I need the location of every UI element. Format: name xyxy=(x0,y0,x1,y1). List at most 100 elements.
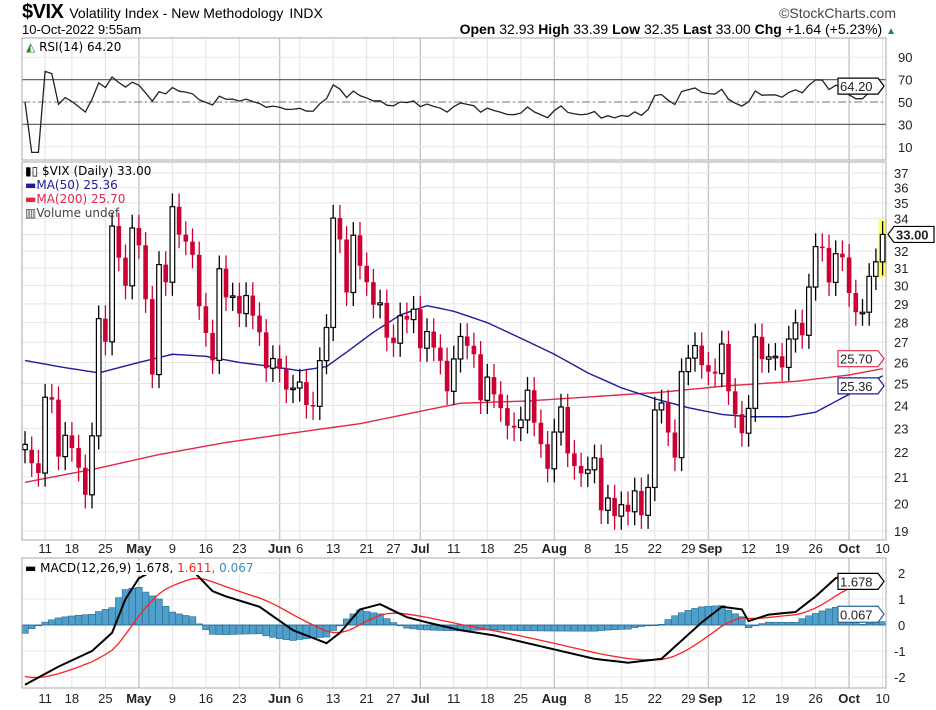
macd-date-label: 18 xyxy=(65,691,79,706)
ma200-legend-text: MA(200) 25.70 xyxy=(36,192,126,206)
macd-histogram-bar xyxy=(811,613,820,626)
macd-histogram-bar xyxy=(771,621,780,626)
candle-body xyxy=(846,257,852,294)
macd-histogram-bar xyxy=(590,624,599,632)
candle-body xyxy=(418,309,423,349)
candle-body xyxy=(250,295,256,316)
candle-body xyxy=(812,246,819,288)
macd-histogram-bar xyxy=(497,624,505,631)
candle-body xyxy=(785,338,792,369)
chg-label: Chg xyxy=(754,21,782,37)
macd-histogram-bar xyxy=(108,607,116,626)
macd-histogram-bar xyxy=(503,624,512,631)
signal-legend-value: 1.611, xyxy=(177,561,216,575)
candle-body xyxy=(216,268,223,362)
panel-border xyxy=(21,557,887,689)
candle-body xyxy=(612,498,617,517)
rsi-tick-label: 70 xyxy=(898,73,912,88)
macd-histogram-bar xyxy=(21,624,29,634)
candle-body xyxy=(531,390,537,423)
candle-body xyxy=(357,235,363,266)
candle-body xyxy=(290,387,296,391)
candle-body xyxy=(169,206,176,283)
date-label: Jul xyxy=(411,541,430,556)
candle-body xyxy=(678,371,685,459)
date-label: Oct xyxy=(838,541,860,556)
chg-value: +1.64 (+5.23%) xyxy=(785,21,883,37)
macd-histogram-bar xyxy=(215,624,223,635)
candle-body xyxy=(545,444,550,469)
candle-body xyxy=(450,358,457,392)
price-tick-label: 21 xyxy=(894,470,908,485)
candle-body xyxy=(29,449,34,464)
datetime: 10-Oct-2022 9:55am xyxy=(22,22,142,37)
candle-body xyxy=(840,253,845,258)
macd-date-label: 15 xyxy=(614,691,628,706)
macd-histogram-bar xyxy=(818,610,826,626)
price-tick-label: 30 xyxy=(894,279,908,294)
candle-body xyxy=(558,406,564,433)
macd-histogram-bar xyxy=(490,624,498,631)
candle-body xyxy=(129,227,136,287)
candle-body xyxy=(859,311,866,315)
macd-date-label: 25 xyxy=(514,691,528,706)
macd-date-label: Oct xyxy=(838,691,860,706)
candle-body xyxy=(277,358,282,369)
candle-body xyxy=(316,360,323,407)
security-name: Volatility Index - New Methodology xyxy=(69,5,284,21)
macd-histogram-bar xyxy=(175,613,183,626)
date-label: 15 xyxy=(614,541,628,556)
candle-body xyxy=(879,233,886,263)
macd-histogram-bar xyxy=(74,614,83,626)
candle-body xyxy=(872,261,879,277)
ma200-line-icon: ▬ xyxy=(25,192,37,206)
candle-body xyxy=(163,264,168,283)
price-tick-label: 32 xyxy=(894,244,908,259)
macd-histogram-bar xyxy=(564,624,572,632)
macd-tick-label: 1 xyxy=(898,592,905,607)
candle-body xyxy=(799,322,805,336)
macd-histogram-bar xyxy=(530,624,538,632)
macd-histogram-bar xyxy=(168,611,177,626)
open-label: Open xyxy=(459,21,496,37)
macd-tick-label: 2 xyxy=(898,566,905,581)
candle-body xyxy=(584,469,591,474)
macd-histogram-bar xyxy=(162,605,170,626)
macd-histogram-bar xyxy=(878,621,887,626)
candle-body xyxy=(210,332,215,361)
macd-histogram-bar xyxy=(208,624,217,635)
candle-body xyxy=(471,345,477,355)
macd-date-label: 29 xyxy=(681,691,695,706)
date-label: 8 xyxy=(584,541,591,556)
date-label: 11 xyxy=(38,541,52,556)
candle-body xyxy=(672,432,678,458)
candle-body xyxy=(591,457,598,471)
ma50-line-icon: ▬ xyxy=(25,178,37,192)
macd-histogram-bar xyxy=(61,616,69,626)
macd-histogram-bar xyxy=(684,610,692,626)
date-label: 16 xyxy=(199,541,213,556)
candle-body xyxy=(203,306,209,333)
macd-hist-value-tag-box xyxy=(837,605,885,623)
date-label: 12 xyxy=(741,541,755,556)
macd-date-label: 25 xyxy=(98,691,112,706)
macd-line-icon: ▬ xyxy=(25,561,37,575)
price-tick-label: 19 xyxy=(894,524,908,539)
date-label: 13 xyxy=(326,541,340,556)
candle-body xyxy=(116,226,122,258)
candle-body xyxy=(478,354,483,401)
rsi-tick-label: 10 xyxy=(898,140,912,155)
macd-date-label: 11 xyxy=(447,691,461,706)
macd-histogram-bar xyxy=(383,618,391,626)
macd-histogram-bar xyxy=(765,621,773,626)
macd-date-label: May xyxy=(126,691,152,706)
macd-histogram-bar xyxy=(537,624,545,632)
date-label: 22 xyxy=(648,541,662,556)
date-label: 23 xyxy=(232,541,246,556)
rsi-tick-label: 30 xyxy=(898,117,912,132)
macd-histogram-bar xyxy=(235,624,244,635)
candle-body xyxy=(136,227,142,246)
macd-histogram-bar xyxy=(41,621,49,626)
candle-body xyxy=(310,405,316,407)
candle-body xyxy=(498,394,503,409)
